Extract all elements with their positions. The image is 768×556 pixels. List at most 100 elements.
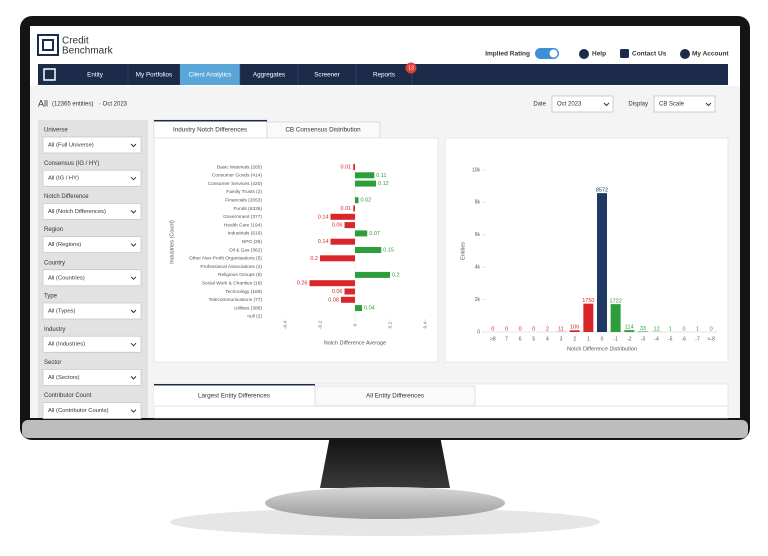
y-tick-label: 6k [475,232,481,238]
filter-select[interactable] [42,136,142,154]
chevron [130,210,137,214]
filter-label: Universe [44,128,68,134]
filter-label: Contributor Count [44,393,92,399]
data-label: 0 [682,326,685,332]
bar [610,304,621,332]
nav-item[interactable]: Aggregates [253,72,285,79]
bar [569,330,580,332]
y-tick-label: Financials (2653) [225,197,262,203]
data-label: 0.2 [392,272,400,278]
contact-link[interactable]: Contact Us [632,51,667,58]
y-tick-label: 10k [472,167,481,173]
chevron [130,342,137,347]
filter-select[interactable] [42,302,142,320]
filter-select[interactable] [42,269,142,287]
filter-select[interactable] [42,236,142,253]
y-tick-label: Utilities (388) [234,305,262,311]
filter-select[interactable] [42,169,142,187]
data-label: 1 [696,326,699,332]
data-label: 0.02 [361,198,372,204]
x-tick-label: 0 [601,336,604,342]
chevron [130,376,137,380]
data-label: 0 [491,326,494,332]
display-select-value: CB Scale [659,102,685,108]
filter-select-value: All (Types) [48,309,75,315]
nav-item[interactable]: Entity [87,72,104,79]
nav-home-icon[interactable] [43,68,56,81]
bar [309,280,355,287]
nav-item[interactable]: My Portfolios [136,72,172,79]
y-tick-label: 8k [475,200,481,206]
nav-item[interactable]: Screener [314,72,340,79]
tab-indicator [154,120,267,122]
logo-text: Benchmark [62,46,114,57]
bar [355,172,375,179]
data-label: 12 [654,326,660,332]
data-label: 0.2 [310,256,318,262]
x-tick-label: 7 [505,336,508,342]
implied-rating-label: Implied Rating [485,51,530,58]
date-label: Date [533,102,546,108]
help-link[interactable]: Help [592,51,606,58]
tab-active[interactable] [154,384,315,406]
bar [330,238,355,245]
tab-label: Largest Entity Differences [198,393,270,400]
data-label: 0.04 [364,306,375,312]
bar [637,331,648,332]
display-select[interactable] [653,95,716,113]
filter-select[interactable] [42,369,142,386]
data-label: 0.06 [332,223,343,229]
monitor-neck [320,436,450,488]
summary-title: All [38,98,48,108]
x-tick-label: -1 [613,336,618,342]
filter-label: Consensus (IG / HY) [44,161,99,167]
bar [355,271,390,278]
x-tick-label: -6 [682,336,687,342]
filter-select[interactable] [42,203,142,220]
x-tick-label: -5 [668,336,673,342]
y-tick-label: Basic Materials (265) [217,164,262,170]
nav-item[interactable]: Client Analytics [189,72,232,79]
bar [355,247,382,253]
bar [355,197,359,204]
data-label: 0.15 [383,247,394,253]
contact-icon [620,49,629,58]
date-select[interactable] [551,95,614,113]
y-axis-label: Entities [460,242,466,260]
x-axis-label: Notch Difference Average [324,340,386,346]
filter-select[interactable] [42,335,142,353]
help-icon [579,49,589,59]
bar [320,255,355,262]
y-tick-label: Telecommunications (77) [209,297,263,303]
chevron [705,102,712,107]
bar [355,305,362,312]
logo-text: Credit [62,36,89,47]
nav-item[interactable]: Reports [373,72,395,79]
data-label: 0.14 [318,239,329,245]
filter-select-value: All (Sectors) [48,375,80,381]
monitor-base [265,487,505,519]
filter-label: Country [44,260,65,266]
account-link[interactable]: My Account [692,51,729,58]
x-tick-label: 5 [532,336,535,342]
chevron [130,276,137,281]
data-label: 0 [710,326,713,332]
y-tick-label: Consumer Services (420) [208,181,263,187]
x-tick-label: -2 [627,336,632,342]
x-tick-label: 0 [352,323,358,326]
chevron [130,143,137,148]
data-label: 11 [558,326,564,332]
sidebar [38,120,148,418]
data-label: 0.11 [376,173,386,179]
x-tick-label: 4 [546,336,549,342]
y-tick-label: Government (377) [223,214,262,220]
data-label: 2 [546,326,549,332]
filter-select[interactable] [42,402,142,419]
data-label: 0.14 [318,214,329,220]
summary-date: · Oct 2023 [99,102,128,108]
account-icon [680,49,690,59]
y-tick-label: Other Non-Profit Organisations (5) [189,256,262,262]
y-tick-label: Technology (189) [225,289,262,295]
toggle-knob [549,49,558,58]
filter-label: Industry [44,327,65,333]
